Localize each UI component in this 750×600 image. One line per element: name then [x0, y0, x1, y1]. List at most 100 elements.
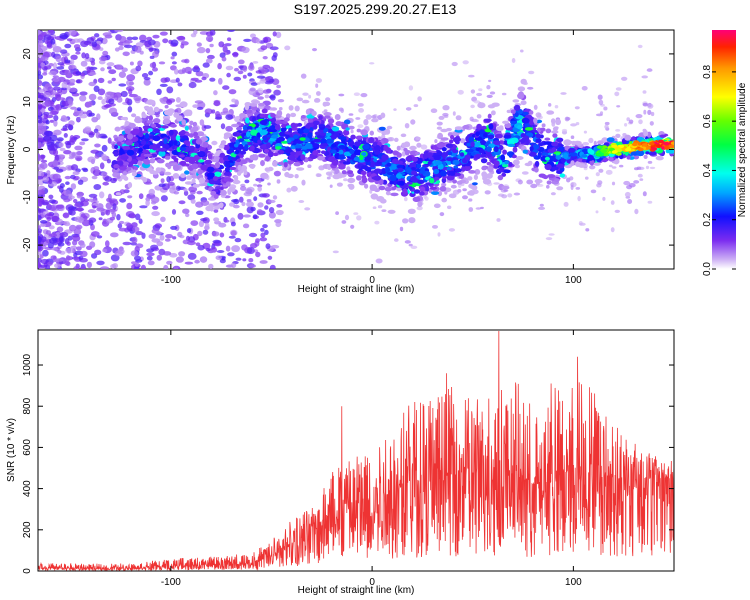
spectrogram-noise-point: [148, 233, 157, 239]
spectrogram-noise-point: [268, 211, 276, 219]
spectrogram-noise-point: [252, 214, 258, 220]
spectrogram-noise-point: [87, 156, 96, 163]
spectrogram-noise-point: [119, 198, 126, 203]
spectrogram-point: [541, 152, 549, 156]
spectrogram-point: [204, 159, 213, 165]
spectrogram-point: [410, 170, 418, 176]
spectrogram-points: [38, 30, 674, 269]
spectrogram-noise-point: [59, 33, 68, 40]
spectrogram-noise-point: [70, 174, 76, 180]
spectrogram-point: [209, 205, 214, 212]
spectrogram-noise-point: [76, 107, 82, 111]
spectrogram-noise-point: [638, 119, 643, 125]
spectrogram-point: [487, 134, 495, 140]
spectrogram-noise-point: [79, 242, 86, 248]
spectrogram-point: [539, 127, 546, 132]
spectrogram-noise-point: [459, 138, 466, 144]
spectrogram-noise-point: [264, 80, 273, 85]
spectrogram-noise-point: [90, 149, 100, 154]
spectrogram-noise-point: [182, 208, 190, 214]
spectrogram-noise-point: [405, 107, 412, 111]
spectrogram-point: [419, 169, 426, 174]
spectrogram-noise-point: [548, 103, 552, 107]
spectrogram-noise-point: [468, 74, 475, 78]
spectrogram-noise-point: [611, 181, 616, 186]
spectrogram-noise-point: [641, 75, 648, 79]
spectrogram-point: [196, 131, 205, 137]
colorbar: 0.00.20.40.60.8 Normalized spectral ampl…: [702, 30, 748, 276]
spectrogram-point: [271, 117, 277, 124]
spectrogram-noise-point: [624, 191, 631, 198]
spectrogram-point: [261, 108, 268, 114]
spectrogram-noise-point: [184, 66, 193, 74]
spectrogram-point: [415, 163, 422, 169]
spectrogram-noise-point: [84, 198, 89, 202]
spectrogram-point: [504, 160, 510, 165]
spectrogram-noise-point: [462, 195, 468, 200]
spectrogram-noise-point: [276, 179, 281, 184]
spectrogram-point: [363, 143, 370, 150]
spectrogram-noise-point: [38, 98, 43, 104]
spectrogram-noise-point: [88, 132, 95, 138]
spectrogram-noise-point: [404, 123, 410, 129]
spectrogram-noise-point: [579, 222, 586, 226]
spectrogram-noise-point: [81, 138, 89, 142]
spectrogram-noise-point: [614, 91, 620, 97]
spectrogram-noise-point: [206, 35, 214, 42]
spectrogram-point: [244, 144, 249, 150]
spectrogram-noise-point: [243, 214, 251, 218]
spectrogram-noise-point: [173, 266, 179, 269]
spectrogram-noise-point: [570, 135, 575, 139]
spectrogram-point: [517, 125, 523, 130]
spectrogram-noise-point: [128, 88, 133, 95]
spectrogram-noise-point: [120, 90, 128, 98]
snr-x-tick-label: 100: [565, 577, 582, 588]
spectrogram-noise-point: [200, 218, 208, 222]
spectrogram-point: [223, 177, 232, 182]
spectrogram-point: [283, 117, 290, 122]
spectrogram-point: [327, 118, 335, 124]
spectrogram-point: [153, 106, 160, 113]
spectrogram-point: [213, 217, 220, 222]
spectrogram-noise-point: [38, 74, 44, 80]
spectrogram-noise-point: [108, 98, 115, 105]
spectrogram-noise-point: [126, 222, 132, 228]
spectrogram-noise-point: [626, 117, 630, 122]
spectrogram-noise-point: [635, 114, 643, 119]
spectrogram-noise-point: [451, 61, 458, 67]
spectrogram-point: [172, 173, 180, 179]
spectrogram-point: [257, 139, 262, 144]
spectrogram-point: [534, 179, 543, 184]
spectrogram-noise-point: [242, 258, 247, 262]
spectrogram-noise-point: [530, 183, 538, 189]
spectrogram-noise-point: [127, 195, 133, 199]
spectrogram-noise-point: [60, 128, 69, 132]
spectrogram-noise-point: [247, 72, 253, 77]
spectrogram-noise-point: [74, 145, 83, 151]
spectrogram-point: [171, 155, 177, 160]
spectrogram-noise-point: [264, 205, 269, 210]
spectrogram-point: [200, 164, 208, 171]
spectrogram-noise-point: [105, 240, 110, 248]
spectrogram-point: [290, 151, 296, 156]
spectrogram-point: [276, 110, 283, 117]
spectrogram-point: [534, 167, 539, 173]
spectrogram-point: [485, 173, 493, 179]
spectrogram-noise-point: [41, 176, 50, 182]
spectrogram-noise-point: [66, 241, 71, 246]
spectrogram-point: [172, 164, 180, 171]
spectrogram-noise-point: [357, 124, 364, 128]
spectrogram-noise-point: [162, 38, 169, 44]
spectrogram-noise-point: [94, 143, 101, 148]
spectrogram-noise-point: [39, 223, 47, 227]
spectrogram-noise-point: [268, 66, 275, 73]
spectrogram-point: [262, 135, 268, 140]
spectrogram-noise-point: [420, 144, 428, 150]
spectrogram-noise-point: [194, 100, 204, 104]
spectrogram-noise-point: [264, 229, 269, 235]
spectrogram-point: [371, 118, 379, 123]
spectrogram-point: [454, 172, 462, 177]
spectrogram-point: [356, 175, 362, 181]
spectrogram-noise-point: [133, 95, 142, 102]
spectrogram-noise-point: [82, 111, 88, 115]
